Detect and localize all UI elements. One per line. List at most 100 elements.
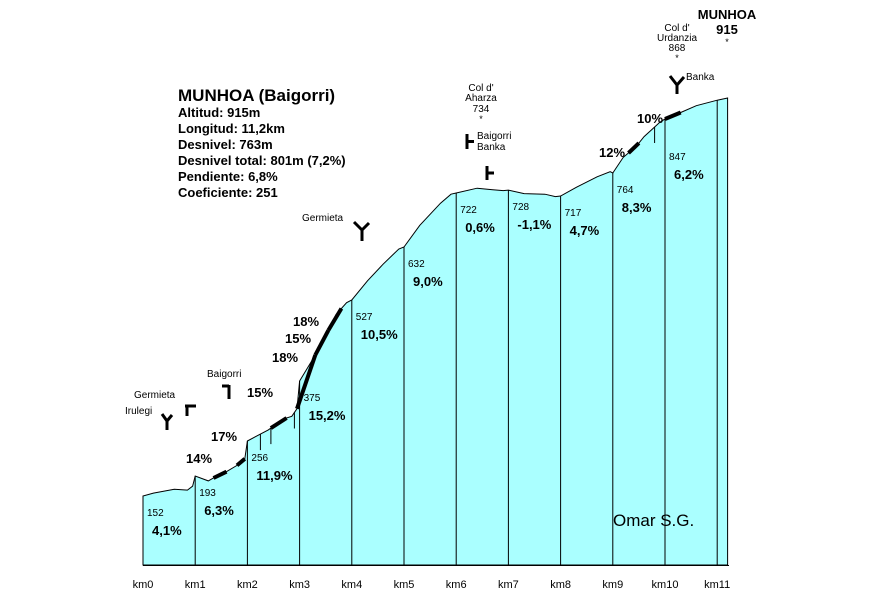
junction-banka-label: Banka xyxy=(686,72,715,83)
junction-germieta-upper: Germieta xyxy=(302,213,371,241)
y-junction-icon-3 xyxy=(160,413,174,430)
steep-label-1: 17% xyxy=(211,429,237,444)
t-junction-icon-2 xyxy=(485,166,494,180)
col-aharza-altitude: 734 xyxy=(473,104,490,115)
steep-ramp-7 xyxy=(664,110,682,121)
junction-germieta-lower-label: Germieta xyxy=(134,390,176,401)
col-urdanzia-asterisk: * xyxy=(675,53,679,63)
segment-gradient-5: 9,0% xyxy=(413,274,443,289)
segment-gradient-8: 4,7% xyxy=(570,223,600,238)
segment-altitude-0: 152 xyxy=(147,508,164,519)
junction-banka-label-2: Banka xyxy=(477,142,506,153)
km-label-7: km7 xyxy=(498,579,519,591)
info-title: MUNHOA (Baigorri) xyxy=(178,86,335,105)
steep-ramp-marks xyxy=(212,110,682,480)
segment-labels: 152 4,1% 193 6,3% 256 11,9% 375 15,2% 527 10,5% 63… xyxy=(147,152,704,538)
segment-altitude-8: 717 xyxy=(565,208,582,219)
y-junction-icon-2 xyxy=(352,220,371,241)
steep-label-0: 14% xyxy=(186,451,212,466)
steep-ramp-0 xyxy=(212,469,228,480)
segment-gradient-4: 10,5% xyxy=(361,327,398,342)
steep-ramp-1 xyxy=(235,457,247,467)
steep-ramp-5 xyxy=(326,307,344,332)
info-total-gain: Desnivel total: 801m (7,2%) xyxy=(178,153,346,168)
steep-label-2: 15% xyxy=(247,385,273,400)
y-junction-icon xyxy=(668,75,686,94)
summit-label: MUNHOA 915 * xyxy=(698,7,757,47)
junction-banka-top: Banka xyxy=(668,72,715,94)
steep-ramp-3 xyxy=(295,354,318,410)
segment-gradient-6: 0,6% xyxy=(465,220,495,235)
segment-altitude-7: 728 xyxy=(512,202,529,213)
segment-altitude-5: 632 xyxy=(408,259,425,270)
km-label-0: km0 xyxy=(133,579,154,591)
info-length: Longitud: 11,2km xyxy=(178,121,285,136)
segment-gradient-9: 8,3% xyxy=(622,200,652,215)
steep-percent-labels: 14% 17% 15% 18% 15% 18% 12% 10% xyxy=(186,111,663,466)
segment-gradient-1: 6,3% xyxy=(204,503,234,518)
t-junction-icon xyxy=(465,134,474,149)
km-label-11: km11 xyxy=(704,579,730,591)
t-junction-icon-3 xyxy=(185,404,196,416)
segment-altitude-9: 764 xyxy=(617,185,634,196)
segment-altitude-4: 527 xyxy=(356,312,373,323)
segment-gradient-3: 15,2% xyxy=(309,408,346,423)
segment-altitude-1: 193 xyxy=(199,488,216,499)
segment-gradient-7: -1,1% xyxy=(517,217,551,232)
segment-gradient-2: 11,9% xyxy=(256,468,293,483)
col-aharza-asterisk: * xyxy=(479,114,483,124)
col-aharza-line1: Col d' xyxy=(468,83,493,94)
author-credit: Omar S.G. xyxy=(613,511,694,530)
junction-baigorri-lower: Baigorri xyxy=(207,369,241,399)
km-axis-labels: km0 km1 km2 km3 km4 km5 km6 km7 km8 km9 km10 km11 xyxy=(133,579,731,591)
summit-asterisk: * xyxy=(725,37,729,47)
info-coefficient: Coeficiente: 251 xyxy=(178,185,278,200)
km-label-5: km5 xyxy=(394,579,415,591)
steep-label-3: 18% xyxy=(293,314,319,329)
junction-germieta-upper-label: Germieta xyxy=(302,213,344,224)
info-gradient: Pendiente: 6,8% xyxy=(178,169,278,184)
col-urdanzia-label: Col d' Urdanzia 868 * xyxy=(657,23,697,63)
info-elevation-gain: Desnivel: 763m xyxy=(178,137,273,152)
steep-ramp-4 xyxy=(313,329,331,356)
col-aharza-label: Col d' Aharza 734 * xyxy=(465,83,497,124)
segment-altitude-10: 847 xyxy=(669,152,686,163)
info-altitude: Altitud: 915m xyxy=(178,105,260,120)
steep-label-7: 10% xyxy=(637,111,663,126)
km-label-10: km10 xyxy=(652,579,679,591)
km-label-3: km3 xyxy=(289,579,310,591)
steep-label-6: 12% xyxy=(599,145,625,160)
segment-gradient-0: 4,1% xyxy=(152,523,182,538)
steep-ramp-6 xyxy=(627,141,641,155)
km-dividers xyxy=(194,100,718,565)
ramp-ticks xyxy=(259,127,656,451)
km-label-6: km6 xyxy=(446,579,467,591)
junction-baigorri-label: Baigorri xyxy=(477,131,511,142)
segment-gradient-10: 6,2% xyxy=(674,167,704,182)
col-urdanzia-altitude: 868 xyxy=(669,43,686,54)
junction-germieta-irulegi: Germieta Irulegi xyxy=(125,390,196,430)
steep-label-5: 18% xyxy=(272,350,298,365)
segment-altitude-2: 256 xyxy=(251,453,268,464)
l-junction-icon xyxy=(222,384,231,399)
km-label-8: km8 xyxy=(550,579,571,591)
km-label-2: km2 xyxy=(237,579,258,591)
steep-label-4: 15% xyxy=(285,331,311,346)
km-label-9: km9 xyxy=(602,579,623,591)
segment-altitude-6: 722 xyxy=(460,205,477,216)
junction-baigorri-lower-label: Baigorri xyxy=(207,369,241,380)
km-label-1: km1 xyxy=(185,579,206,591)
info-block: MUNHOA (Baigorri) Altitud: 915m Longitud… xyxy=(178,86,346,200)
summit-name: MUNHOA xyxy=(698,7,757,22)
col-aharza-line2: Aharza xyxy=(465,93,497,104)
steep-ramp-2 xyxy=(269,416,288,430)
junction-irulegi-label: Irulegi xyxy=(125,406,152,417)
col-urdanzia-line1: Col d' xyxy=(664,23,689,34)
summit-altitude: 915 xyxy=(716,22,738,37)
km-label-4: km4 xyxy=(341,579,362,591)
col-urdanzia-line2: Urdanzia xyxy=(657,33,697,44)
segment-altitude-3: 375 xyxy=(304,393,321,404)
junction-baigorri-banka: Baigorri Banka xyxy=(465,131,511,180)
